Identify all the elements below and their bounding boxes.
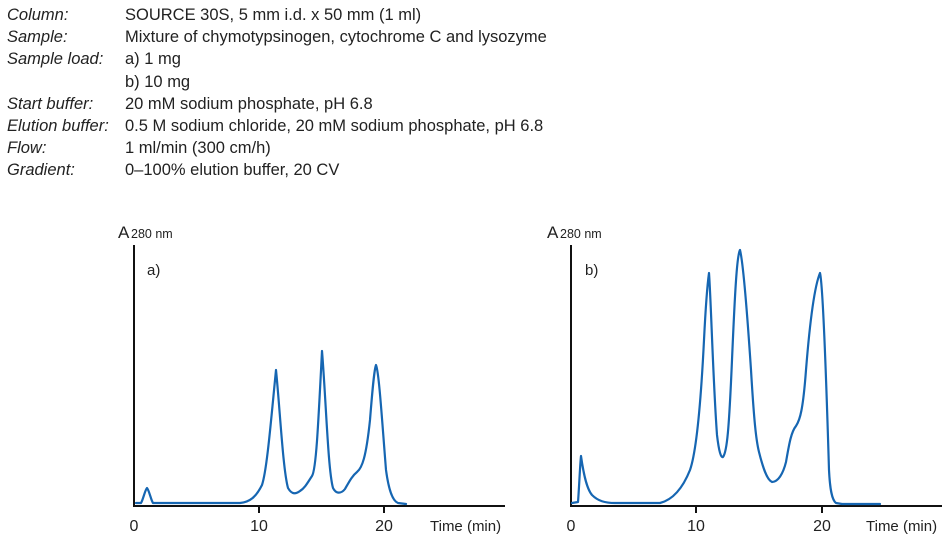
tick-label-10: 10: [250, 518, 268, 535]
condition-value: 0–100% elution buffer, 20 CV: [125, 161, 340, 180]
condition-label: Sample load:: [7, 50, 104, 69]
tick-label-0: 0: [567, 518, 576, 535]
tick-label-20: 20: [813, 518, 831, 535]
chart-b: A 280 nm b) 0 10 20 Time (min): [547, 223, 942, 535]
y-axis-label-main: A: [118, 223, 130, 242]
trace-a: [134, 349, 408, 506]
condition-label: Gradient:: [7, 161, 75, 180]
tick-label-20: 20: [375, 518, 393, 535]
condition-value: SOURCE 30S, 5 mm i.d. x 50 mm (1 ml): [125, 6, 422, 24]
tick-label-0: 0: [130, 518, 139, 535]
condition-row: Sample load: a) 1 mg: [7, 48, 547, 70]
panel-label-b: b): [585, 262, 598, 279]
chart-a: A 280 nm a) 0 10 20 Time (min): [118, 223, 505, 535]
condition-row: b) 10 mg: [7, 71, 547, 93]
y-axis-label-main: A: [547, 223, 559, 242]
y-axis-label-sub: 280 nm: [131, 227, 173, 241]
x-axis-label: Time (min): [866, 518, 937, 535]
condition-row: Column: SOURCE 30S, 5 mm i.d. x 50 mm (1 …: [7, 4, 547, 26]
chromatography-conditions: Column: SOURCE 30S, 5 mm i.d. x 50 mm (1 …: [7, 4, 547, 182]
chart-b-axes: [570, 245, 942, 507]
condition-value: 1 ml/min (300 cm/h): [125, 139, 271, 158]
condition-label: Elution buffer:: [7, 117, 109, 136]
condition-label: Flow:: [7, 139, 47, 158]
condition-row: Flow: 1 ml/min (300 cm/h): [7, 137, 547, 159]
condition-value: b) 10 mg: [125, 72, 191, 91]
panel-label-a: a): [147, 262, 160, 279]
chart-a-axes: [133, 245, 505, 507]
condition-label: Sample:: [7, 28, 68, 47]
condition-value: a) 1 mg: [125, 50, 181, 69]
condition-label: Start buffer:: [7, 94, 94, 113]
condition-row: Start buffer: 20 mM sodium phosphate, pH …: [7, 93, 547, 115]
condition-row: Gradient: 0–100% elution buffer, 20 CV: [7, 159, 547, 181]
condition-row: Sample: Mixture of chymotypsinogen, cytoc…: [7, 26, 547, 48]
x-axis-label: Time (min): [430, 518, 501, 535]
condition-label: Column:: [7, 6, 69, 24]
condition-value: 0.5 M sodium chloride, 20 mM sodium phos…: [125, 117, 544, 136]
condition-value: 20 mM sodium phosphate, pH 6.8: [125, 94, 373, 113]
condition-value: Mixture of chymotypsinogen, cytochrome C…: [125, 28, 547, 47]
trace-b: [570, 248, 882, 506]
tick-label-10: 10: [687, 518, 705, 535]
condition-row: Elution buffer: 0.5 M sodium chloride, 20…: [7, 115, 547, 137]
y-axis-label-sub: 280 nm: [560, 227, 602, 241]
